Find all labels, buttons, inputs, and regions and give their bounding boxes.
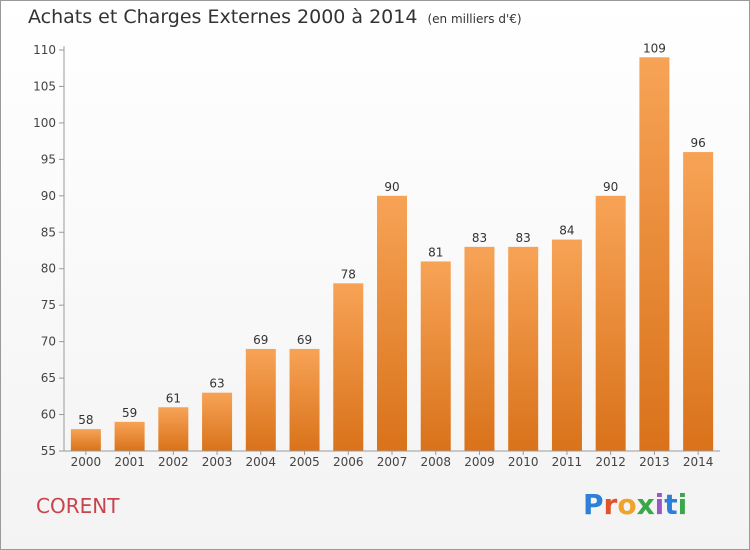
bar-value-label: 109 — [643, 41, 666, 55]
x-tick-label: 2013 — [639, 455, 670, 469]
x-tick-label: 2008 — [420, 455, 451, 469]
y-tick-label: 65 — [41, 371, 56, 385]
brand-letter: o — [617, 488, 637, 521]
bar — [420, 261, 451, 451]
bar — [377, 195, 407, 451]
bar — [639, 57, 670, 452]
bar-value-label: 90 — [603, 180, 618, 194]
bar — [683, 152, 714, 451]
x-tick-label: 2000 — [71, 455, 102, 469]
x-tick-label: 2010 — [508, 455, 539, 469]
bar — [245, 348, 276, 451]
y-tick-label: 55 — [41, 444, 56, 458]
brand-letter: t — [664, 488, 678, 521]
x-tick-label: 2001 — [114, 455, 145, 469]
bar-value-label: 59 — [122, 406, 137, 420]
x-axis: 2000 2001 2002 2003 2004 2005 2006 2007 2008 2009… — [64, 450, 720, 469]
x-tick-label: 2002 — [158, 455, 189, 469]
y-tick-label: 110 — [33, 43, 56, 57]
x-tick-label: 2011 — [552, 455, 583, 469]
bar-value-label: 69 — [297, 333, 312, 347]
chart-title-text: Achats et Charges Externes 2000 à 2014 — [28, 6, 418, 28]
bar — [551, 239, 582, 451]
y-tick-label: 85 — [41, 225, 56, 239]
x-tick-label: 2003 — [202, 455, 233, 469]
brand-letter: P — [583, 488, 604, 521]
x-tick-label: 2014 — [683, 455, 714, 469]
y-tick-label: 100 — [33, 116, 56, 130]
x-tick-label: 2005 — [289, 455, 320, 469]
bar-value-label: 69 — [253, 333, 268, 347]
brand-logo: Proxiti — [583, 488, 687, 521]
y-tick-label: 75 — [41, 298, 56, 312]
brand-letter: r — [603, 488, 618, 521]
x-tick-label: 2004 — [246, 455, 277, 469]
x-tick-label: 2009 — [464, 455, 495, 469]
chart-title: Achats et Charges Externes 2000 à 2014 (e… — [28, 6, 522, 28]
x-tick-label: 2007 — [377, 455, 408, 469]
y-tick-label: 60 — [41, 408, 56, 422]
bar-value-label: 63 — [209, 377, 224, 391]
y-tick-label: 95 — [41, 152, 56, 166]
x-tick-label: 2012 — [595, 455, 626, 469]
bar-value-label: 78 — [341, 267, 356, 281]
bar — [114, 421, 145, 451]
y-tick-label: 105 — [33, 79, 56, 93]
y-tick-label: 80 — [41, 262, 56, 276]
bar-value-label: 58 — [78, 413, 93, 427]
bar-value-label: 84 — [559, 224, 574, 238]
brand-letter: x — [636, 488, 655, 521]
y-axis: 55 60 65 70 75 80 85 90 95 100 105 110 — [33, 43, 65, 458]
x-tick-label: 2006 — [333, 455, 364, 469]
y-tick-label: 90 — [41, 189, 56, 203]
bar-value-label: 96 — [690, 136, 705, 150]
chart-subtitle: (en milliers d'€) — [427, 12, 522, 26]
brand-letter: i — [654, 488, 665, 521]
brand-letter: i — [677, 488, 688, 521]
bar — [508, 246, 539, 451]
bar — [595, 195, 626, 451]
bar-value-label: 90 — [384, 180, 399, 194]
bar-value-label: 83 — [472, 231, 487, 245]
bar-value-label: 83 — [516, 231, 531, 245]
bar — [202, 392, 233, 451]
bar — [158, 407, 189, 451]
bars-group: 58 59 61 63 69 69 78 90 81 83 83 84 90 109 96 — [70, 41, 714, 452]
bar — [289, 348, 320, 451]
bar-value-label: 61 — [166, 391, 181, 405]
bar — [70, 429, 101, 451]
place-name: CORENT — [36, 494, 120, 518]
bar-value-label: 81 — [428, 245, 443, 259]
bar — [464, 246, 495, 451]
bar — [333, 283, 364, 451]
y-tick-label: 70 — [41, 335, 56, 349]
